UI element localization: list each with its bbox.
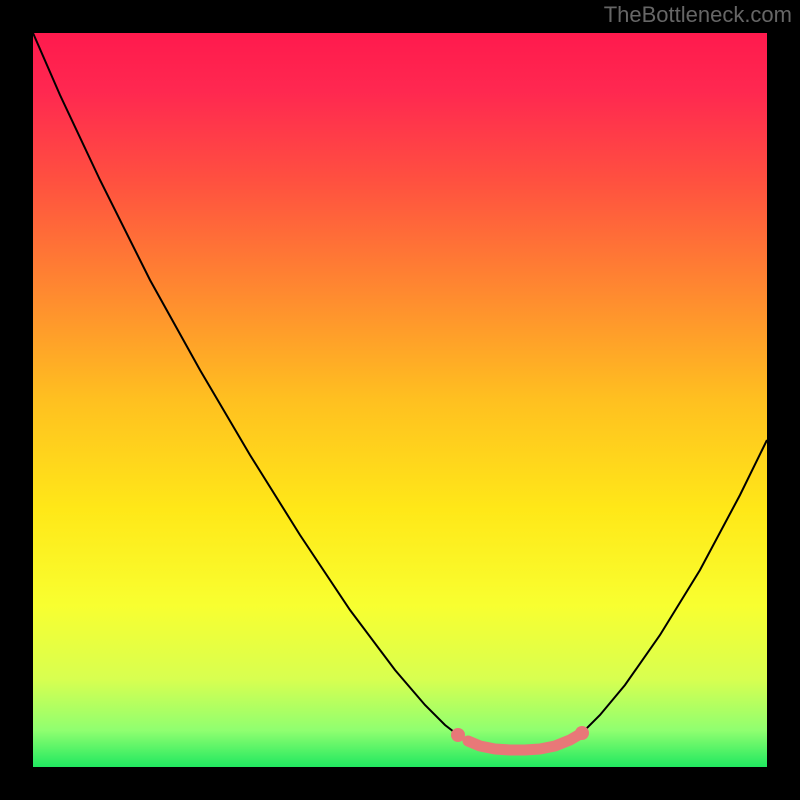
- plot-background: [33, 33, 767, 767]
- watermark-text: TheBottleneck.com: [604, 2, 792, 27]
- bottleneck-chart: TheBottleneck.com: [0, 0, 800, 800]
- chart-svg: TheBottleneck.com: [0, 0, 800, 800]
- highlight-dot-right: [575, 726, 589, 740]
- highlight-dot-left: [451, 728, 465, 742]
